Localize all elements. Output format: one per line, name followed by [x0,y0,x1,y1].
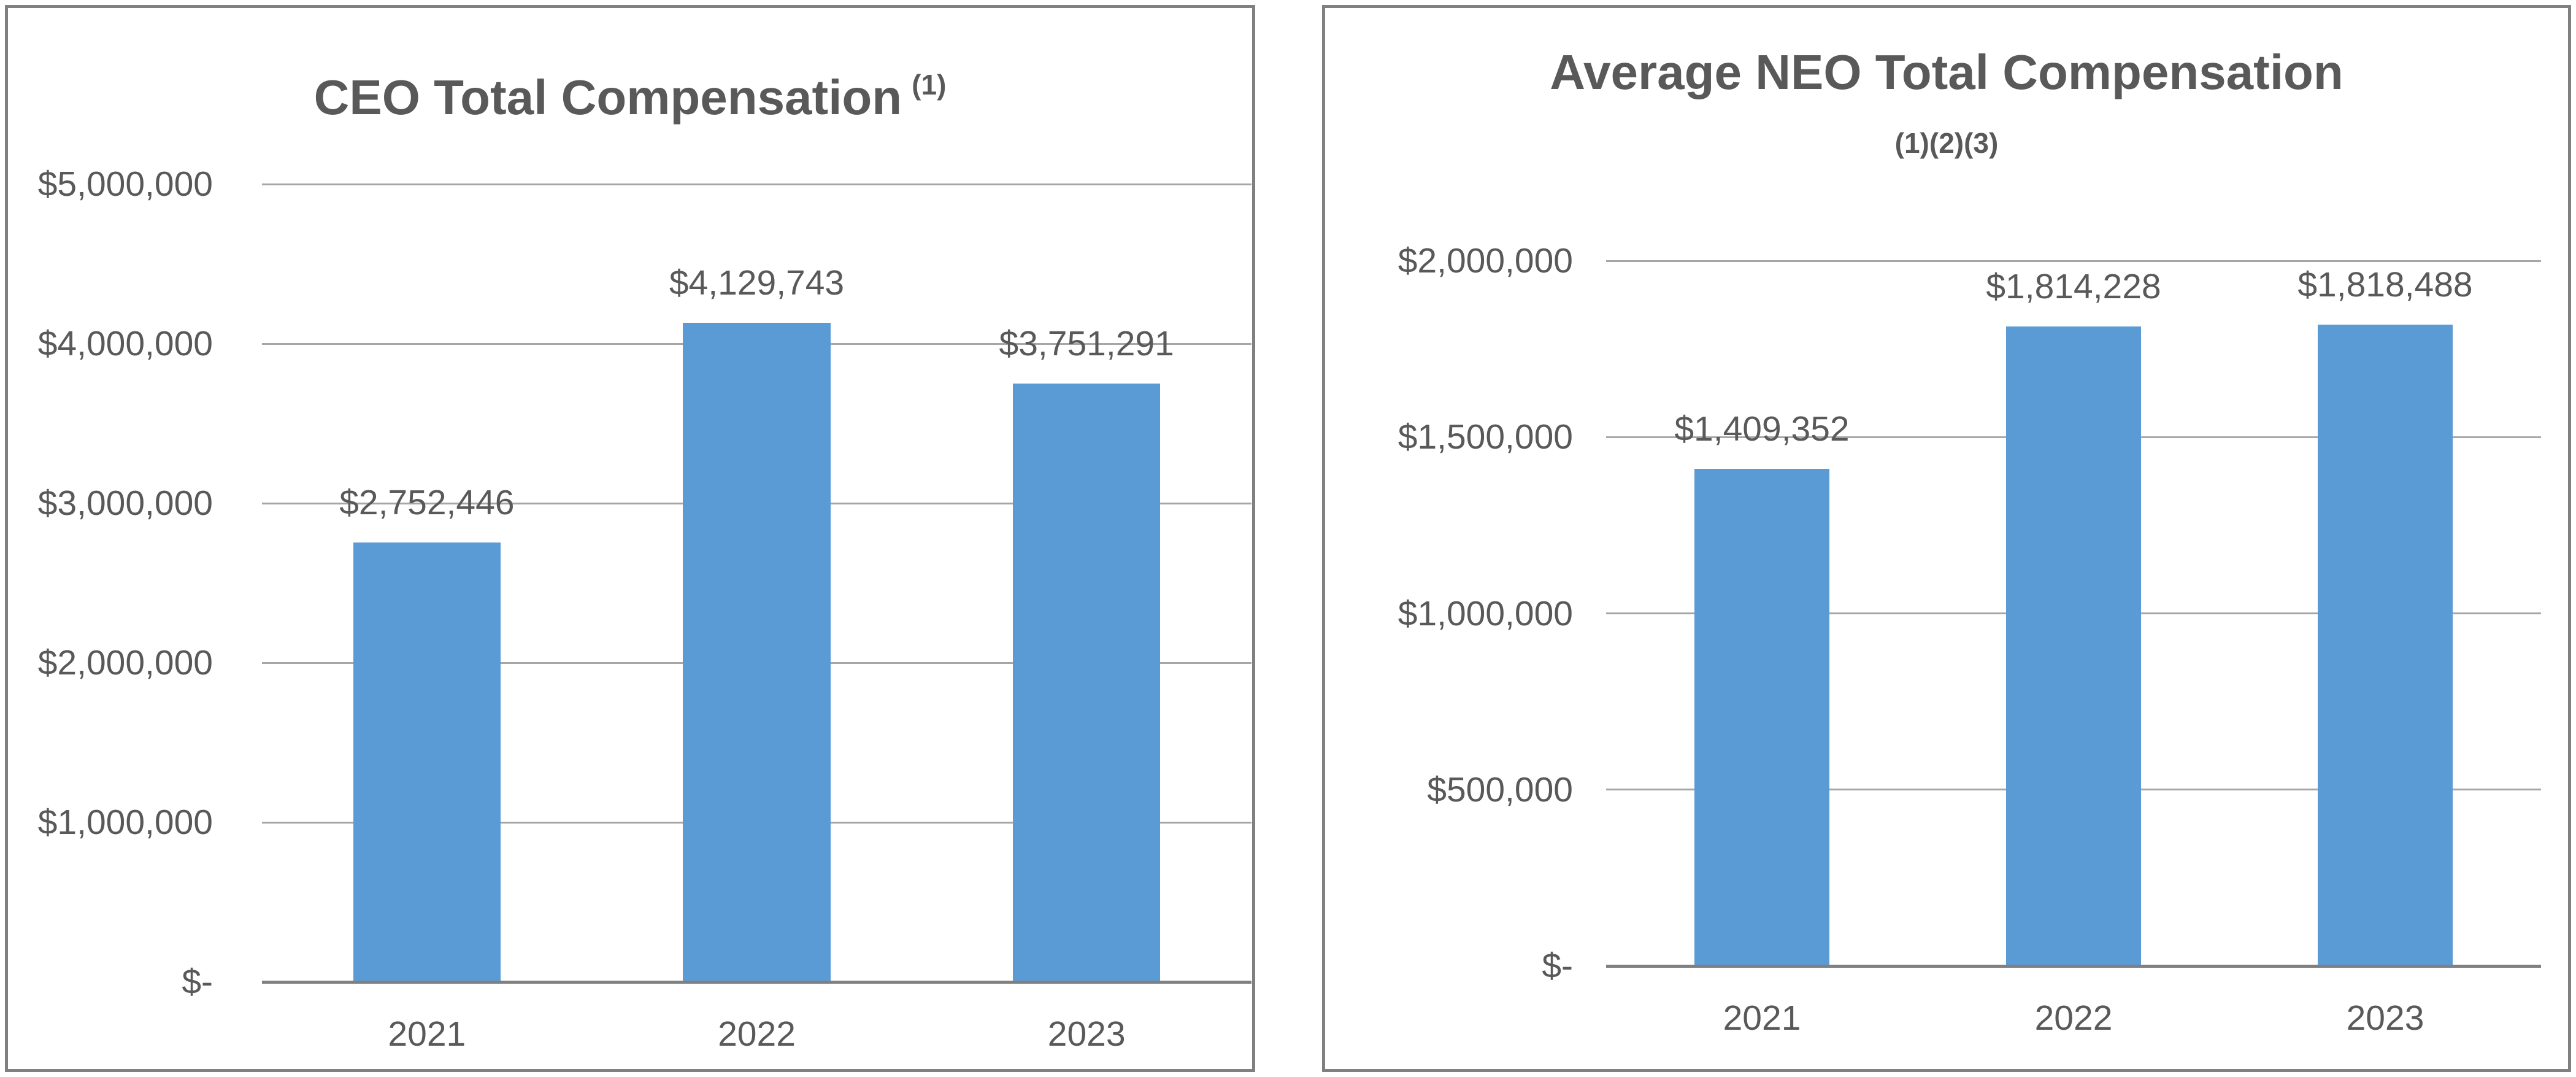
bar-2022 [2005,326,2142,966]
title-superscript: (1)(2)(3) [1894,127,1999,159]
value-label: $1,409,352 [1674,409,1850,449]
y-axis-tick-label: $- [1542,946,1573,986]
y-axis-tick-label: $500,000 [1427,770,1573,809]
gridline [262,183,1251,185]
x-axis-line [262,980,1251,984]
value-label: $1,818,488 [2297,265,2473,305]
bar-2023 [1012,383,1161,982]
title-superscript: (1) [912,69,947,101]
value-label: $3,751,291 [999,323,1174,363]
y-axis-tick-label: $4,000,000 [37,324,213,363]
chart-title: Average NEO Total Compensation [1325,42,2568,103]
gridline [1606,260,2541,262]
y-axis-tick-label: $1,000,000 [37,803,213,842]
y-axis-tick-label: $2,000,000 [37,643,213,682]
y-axis-tick-label: $- [182,962,213,1002]
ceo-total-compensation-chart: CEO Total Compensation (1) $5,000,000 $4,… [5,5,1255,1072]
bar-2023 [2317,325,2453,966]
plot-area: $2,000,000 $1,500,000 $1,000,000 $500,000 $-… [1325,8,2568,1069]
average-neo-total-compensation-chart: Average NEO Total Compensation (1)(2)(3)… [1322,5,2571,1072]
y-axis-tick-label: $5,000,000 [37,164,213,204]
y-axis-tick-label: $3,000,000 [37,484,213,523]
x-axis-tick-label: 2022 [2034,998,2113,1038]
chart-title-text: CEO Total Compensation [313,70,902,125]
value-label: $2,752,446 [339,483,515,523]
chart-title-text: Average NEO Total Compensation [1550,45,2343,99]
bar-2021 [1694,469,1830,966]
x-axis-tick-label: 2023 [1047,1014,1126,1054]
value-label: $1,814,228 [1986,266,2161,306]
x-axis-tick-label: 2022 [718,1014,796,1054]
bar-2021 [353,542,501,982]
y-axis-tick-label: $1,500,000 [1398,417,1573,457]
y-axis-tick-label: $1,000,000 [1398,593,1573,633]
value-label: $4,129,743 [669,263,845,303]
chart-title: CEO Total Compensation (1) [8,54,1252,128]
x-axis-tick-label: 2023 [2346,998,2424,1038]
x-axis-tick-label: 2021 [388,1014,466,1054]
plot-area: $5,000,000 $4,000,000 $3,000,000 $2,000,000… [8,8,1252,1069]
x-axis-line [1606,964,2541,968]
bar-2022 [683,323,831,982]
y-axis-tick-label: $2,000,000 [1398,241,1573,280]
x-axis-tick-label: 2021 [1723,998,1801,1038]
